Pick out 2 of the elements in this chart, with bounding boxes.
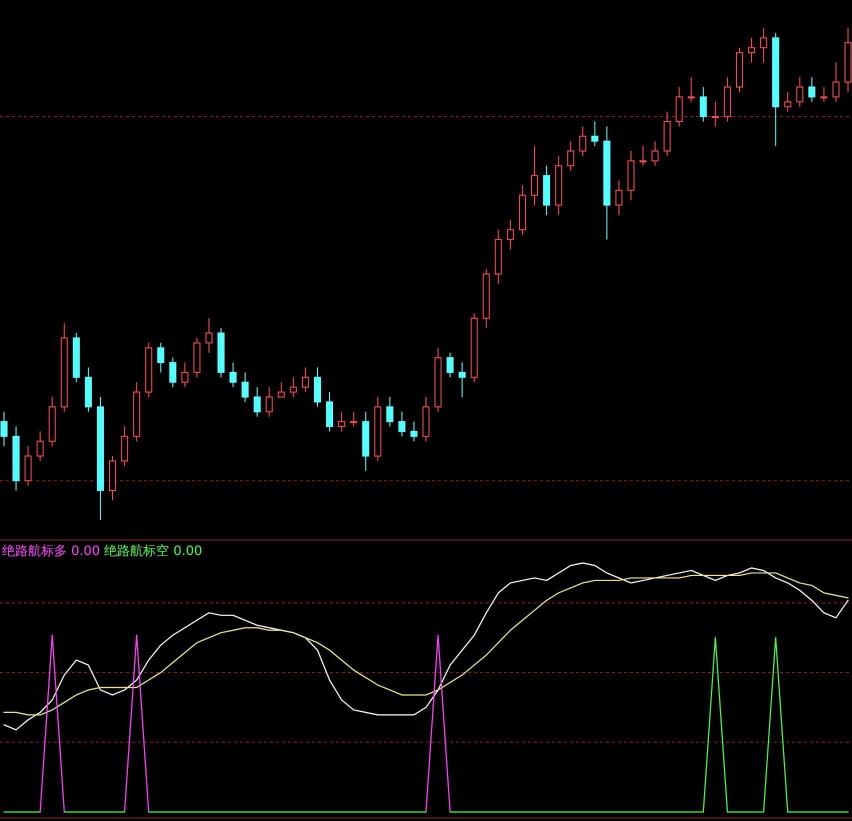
text: 绝路航标多 0.00 xyxy=(2,544,100,559)
text: 绝路航标空 0.00 xyxy=(104,544,202,559)
